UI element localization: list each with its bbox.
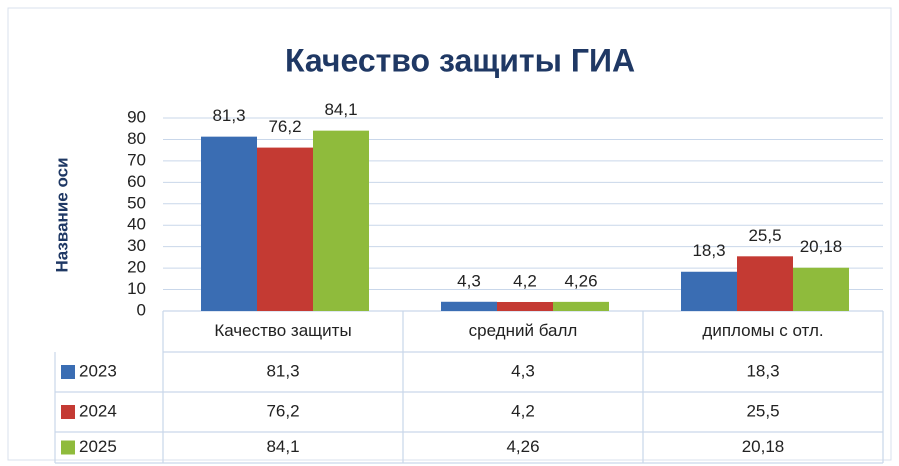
legend-label: 2025 <box>79 437 117 456</box>
y-tick-label: 50 <box>127 193 146 212</box>
bar <box>441 301 497 311</box>
value-label: 84,1 <box>324 100 357 119</box>
legend-swatch <box>61 365 75 379</box>
table-cell: 4,3 <box>511 361 535 380</box>
y-tick-label: 0 <box>137 300 146 319</box>
chart-title: Качество защиты ГИА <box>285 42 635 78</box>
bar <box>497 301 553 311</box>
y-tick-label: 10 <box>127 279 146 298</box>
table-cell: 25,5 <box>746 401 779 420</box>
table-cell: 20,18 <box>742 437 785 456</box>
value-label: 76,2 <box>268 117 301 136</box>
value-label: 4,3 <box>457 271 481 290</box>
legend-swatch <box>61 440 75 455</box>
y-tick-label: 60 <box>127 172 146 191</box>
legend-swatch <box>61 405 75 419</box>
table-cell: 81,3 <box>266 361 299 380</box>
x-tick-label: средний балл <box>469 321 578 340</box>
x-tick-label: Качество защиты <box>214 321 351 340</box>
y-tick-label: 70 <box>127 150 146 169</box>
value-label: 81,3 <box>212 106 245 125</box>
bar <box>257 147 313 311</box>
table-cell: 76,2 <box>266 401 299 420</box>
legend-label: 2024 <box>79 401 117 420</box>
bar <box>553 301 609 311</box>
y-tick-label: 30 <box>127 236 146 255</box>
table-cell: 18,3 <box>746 361 779 380</box>
y-axis-title: Название оси <box>52 157 71 272</box>
y-tick-label: 80 <box>127 129 146 148</box>
table-cell: 4,26 <box>506 437 539 456</box>
bar <box>737 256 793 311</box>
table-cell: 4,2 <box>511 401 535 420</box>
x-tick-label: дипломы с отл. <box>702 321 823 340</box>
value-label: 4,26 <box>564 271 597 290</box>
bar <box>681 271 737 311</box>
y-tick-label: 20 <box>127 258 146 277</box>
y-tick-label: 40 <box>127 215 146 234</box>
legend-label: 2023 <box>79 361 117 380</box>
value-label: 4,2 <box>513 271 537 290</box>
value-label: 20,18 <box>800 237 843 256</box>
chart-frame <box>7 7 892 461</box>
bar <box>313 130 369 311</box>
y-tick-label: 90 <box>127 107 146 126</box>
value-label: 25,5 <box>748 226 781 245</box>
bar <box>201 136 257 311</box>
bar <box>793 267 849 311</box>
value-label: 18,3 <box>692 241 725 260</box>
table-cell: 84,1 <box>266 437 299 456</box>
